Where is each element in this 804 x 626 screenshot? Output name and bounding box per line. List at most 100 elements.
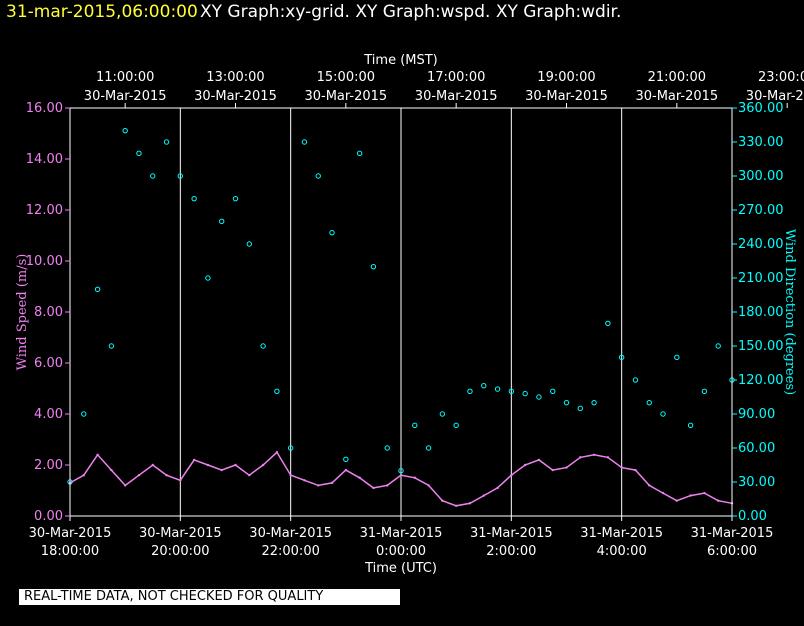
top-tick-time-2: 15:00:00: [317, 70, 375, 85]
bottom-tick-time-3: 0:00:00: [376, 544, 426, 559]
wdir-point: [219, 218, 225, 225]
wdir-point: [205, 275, 211, 281]
left-tick-label-8: 16.00: [26, 101, 63, 116]
wdir-point: [301, 139, 308, 145]
header-graph-list: XY Graph:xy-grid. XY Graph:wspd. XY Grap…: [200, 2, 622, 22]
wdir-point: [370, 263, 377, 270]
right-tick-label-7: 210.00: [738, 271, 784, 286]
left-tick-label-7: 14.00: [26, 152, 63, 167]
wspd-point: [537, 458, 541, 462]
left-tick-label-5: 10.00: [26, 254, 63, 269]
right-tick-label-8: 240.00: [738, 237, 784, 252]
bottom-tick-date-5: 31-Mar-2015: [580, 526, 663, 541]
wspd-point: [96, 453, 99, 456]
wspd-series: [68, 451, 734, 507]
wspd-point: [317, 484, 320, 487]
header-datetime: 31-mar-2015,06:00:00: [6, 2, 198, 22]
quality-banner: REAL-TIME DATA, NOT CHECKED FOR QUALITY: [19, 589, 400, 605]
wdir-point: [715, 343, 721, 349]
right-tick-label-0: 0.00: [738, 509, 767, 524]
top-tick-time-3: 17:00:00: [427, 70, 485, 85]
right-tick-label-6: 180.00: [738, 305, 784, 320]
right-tick-label-10: 300.00: [738, 169, 784, 184]
left-tick-label-6: 12.00: [26, 203, 63, 218]
wspd-point: [330, 481, 334, 485]
right-tick-label-2: 60.00: [738, 441, 775, 456]
top-tick-date-2: 30-Mar-2015: [304, 89, 387, 104]
wdir-point: [550, 388, 556, 395]
right-tick-label-11: 330.00: [738, 135, 784, 150]
top-tick-time-4: 19:00:00: [537, 70, 595, 85]
wspd-point: [123, 484, 127, 487]
wdir-point: [618, 354, 625, 361]
wspd-point: [206, 463, 210, 467]
left-tick-label-1: 2.00: [34, 458, 63, 473]
top-tick-date-3: 30-Mar-2015: [415, 89, 498, 104]
wdir-point: [122, 127, 128, 134]
left-tick-label-2: 4.00: [34, 407, 63, 422]
wspd-point: [551, 468, 554, 472]
wdir-point: [343, 456, 349, 463]
wspd-point: [110, 468, 113, 472]
wspd-point: [234, 463, 237, 467]
wdir-point: [177, 173, 184, 179]
wdir-point: [232, 195, 239, 202]
wdir-point: [701, 388, 708, 395]
wspd-point: [386, 484, 389, 487]
wspd-point: [192, 458, 196, 462]
wspd-point: [675, 499, 679, 502]
wspd-point: [661, 491, 665, 495]
wdir-point: [384, 445, 390, 451]
right-tick-label-9: 270.00: [738, 203, 784, 218]
wdir-point: [646, 399, 652, 406]
top-tick-date-0: 30-Mar-2015: [84, 89, 167, 104]
grid-layer: [179, 108, 623, 516]
wspd-point: [220, 468, 223, 472]
wdir-point: [81, 411, 87, 417]
wdir-point: [191, 195, 197, 202]
wdir-point: [356, 150, 363, 157]
wspd-point: [592, 453, 596, 456]
left-tick-label-0: 0.00: [34, 509, 63, 524]
wdir-point: [674, 354, 680, 361]
wspd-point: [454, 504, 458, 507]
wdir-point: [494, 386, 501, 392]
wspd-point: [579, 456, 582, 459]
wspd-point: [344, 468, 348, 472]
bottom-tick-date-4: 31-Mar-2015: [470, 526, 553, 541]
wspd-point: [289, 474, 292, 477]
right-tick-label-1: 30.00: [738, 475, 775, 490]
bottom-tick-date-6: 31-Mar-2015: [691, 526, 774, 541]
wspd-point: [248, 474, 251, 477]
wspd-point: [261, 463, 265, 467]
wspd-point: [510, 474, 513, 477]
wspd-point: [358, 476, 361, 479]
bottom-tick-date-3: 31-Mar-2015: [360, 526, 443, 541]
wdir-point: [246, 241, 252, 247]
wspd-point: [634, 468, 637, 472]
right-axis-title: Wind Direction (degrees): [782, 229, 797, 395]
wspd-point: [82, 474, 85, 477]
wspd-point: [468, 502, 472, 505]
wdir-point: [274, 388, 280, 395]
wdir-point: [660, 411, 666, 417]
bottom-tick-date-2: 30-Mar-2015: [249, 526, 332, 541]
bottom-axis-title: Time (UTC): [364, 561, 437, 576]
wdir-point: [425, 445, 432, 451]
wdir-point: [439, 411, 446, 417]
top-tick-time-5: 21:00:00: [648, 70, 706, 85]
wdir-point: [260, 343, 266, 349]
top-tick-date-5: 30-Mar-2015: [635, 89, 718, 104]
wdir-point: [467, 388, 473, 395]
wdir-point: [412, 422, 418, 429]
top-tick-time-6: 23:00:00: [758, 70, 804, 85]
wdir-point: [687, 422, 694, 429]
wdir-point: [481, 382, 487, 389]
wspd-point: [151, 463, 154, 467]
wdir-point: [150, 173, 156, 179]
top-tick-date-1: 30-Mar-2015: [194, 89, 277, 104]
wspd-point: [441, 499, 444, 502]
top-tick-time-1: 13:00:00: [206, 70, 264, 85]
wspd-point: [482, 494, 485, 497]
wspd-point: [372, 486, 375, 490]
